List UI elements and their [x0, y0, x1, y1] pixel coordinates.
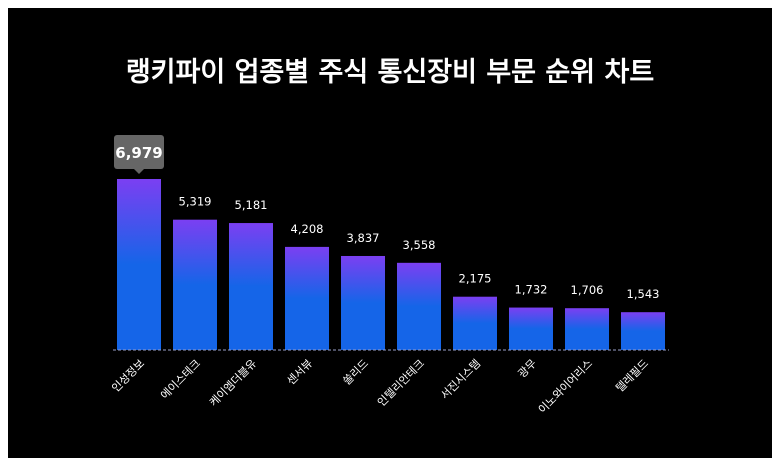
x-tick-label: 케이엠더블유 — [207, 357, 259, 409]
bar[interactable] — [621, 312, 665, 350]
data-label: 3,837 — [347, 231, 380, 245]
x-tick-label: 쏠리드 — [340, 357, 371, 388]
bar[interactable] — [285, 246, 329, 350]
data-label: 1,732 — [515, 283, 548, 297]
x-tick-label: 센서뷰 — [284, 357, 315, 388]
x-tick-label: 서진시스템 — [438, 357, 483, 402]
data-label: 1,543 — [627, 287, 660, 301]
bar[interactable] — [397, 262, 441, 350]
x-tick-label: 에이스테크 — [158, 357, 203, 402]
x-tick-label: 광무 — [516, 357, 540, 381]
bar[interactable] — [453, 296, 497, 350]
chart-title: 랭키파이 업종별 주식 통신장비 부문 순위 차트 — [125, 57, 655, 88]
bar[interactable] — [117, 179, 161, 350]
data-label: 5,181 — [235, 198, 268, 212]
value-tooltip — [114, 135, 164, 169]
data-label: 6,979 — [115, 144, 162, 162]
x-tick-label: 인텔리안테크 — [375, 357, 427, 409]
data-label: 3,558 — [403, 238, 436, 252]
data-label: 5,319 — [179, 195, 212, 209]
bar[interactable] — [229, 223, 273, 350]
data-label: 2,175 — [459, 272, 492, 286]
data-label: 4,208 — [291, 222, 324, 236]
bar[interactable] — [173, 219, 217, 350]
x-tick-label: 인성정보 — [109, 357, 147, 395]
bar[interactable] — [565, 308, 609, 350]
bar[interactable] — [341, 255, 385, 350]
tooltip-pointer — [134, 169, 144, 174]
x-tick-label: 이노와이어리스 — [536, 357, 595, 416]
x-tick-label: 텔레필드 — [613, 357, 651, 395]
data-label: 1,706 — [571, 283, 604, 297]
bar[interactable] — [509, 307, 553, 350]
